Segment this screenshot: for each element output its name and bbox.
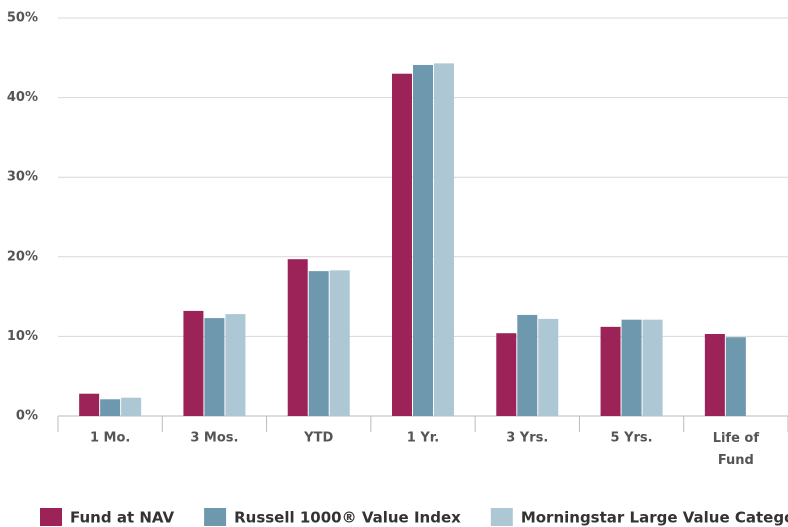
bar	[600, 326, 621, 416]
legend-swatch	[40, 508, 62, 526]
x-tick-label: 1 Mo.	[90, 431, 130, 446]
x-tick-label: Life of Fund	[713, 431, 760, 468]
bar	[704, 334, 725, 416]
legend-label: Fund at NAV	[70, 509, 174, 527]
bar	[329, 270, 350, 416]
bar	[204, 318, 225, 416]
y-tick-label: 50%	[7, 11, 38, 26]
x-tick-label: YTD	[303, 431, 333, 446]
bar	[121, 397, 142, 416]
x-tick-label: 5 Yrs.	[611, 431, 653, 446]
bar	[287, 259, 308, 416]
y-tick-label: 40%	[7, 90, 38, 105]
bar	[621, 319, 642, 416]
y-tick-label: 20%	[7, 249, 38, 264]
label-line: Fund	[718, 453, 754, 468]
x-tick-label: 3 Mos.	[190, 431, 238, 446]
bar	[538, 318, 559, 416]
bar	[79, 393, 100, 416]
bar	[100, 399, 121, 416]
y-tick-label: 0%	[16, 409, 38, 424]
legend-label: Russell 1000® Value Index	[234, 509, 461, 527]
bar	[517, 314, 538, 416]
label-line: Life of	[713, 431, 760, 446]
bar	[183, 310, 204, 416]
y-tick-label: 10%	[7, 329, 38, 344]
legend-swatch	[490, 508, 513, 526]
bar	[225, 314, 246, 416]
legend-swatch	[204, 508, 227, 526]
bar	[413, 64, 433, 417]
bar	[392, 73, 412, 416]
legend-label: Morningstar Large Value Category	[521, 509, 788, 527]
bar	[642, 319, 663, 416]
y-tick-label: 30%	[7, 170, 38, 185]
x-tick-label: 3 Yrs.	[506, 431, 548, 446]
bar	[725, 337, 746, 416]
x-tick-label: 1 Yr.	[407, 431, 439, 446]
bar	[434, 63, 454, 416]
bar	[308, 271, 329, 416]
bar	[496, 333, 517, 416]
